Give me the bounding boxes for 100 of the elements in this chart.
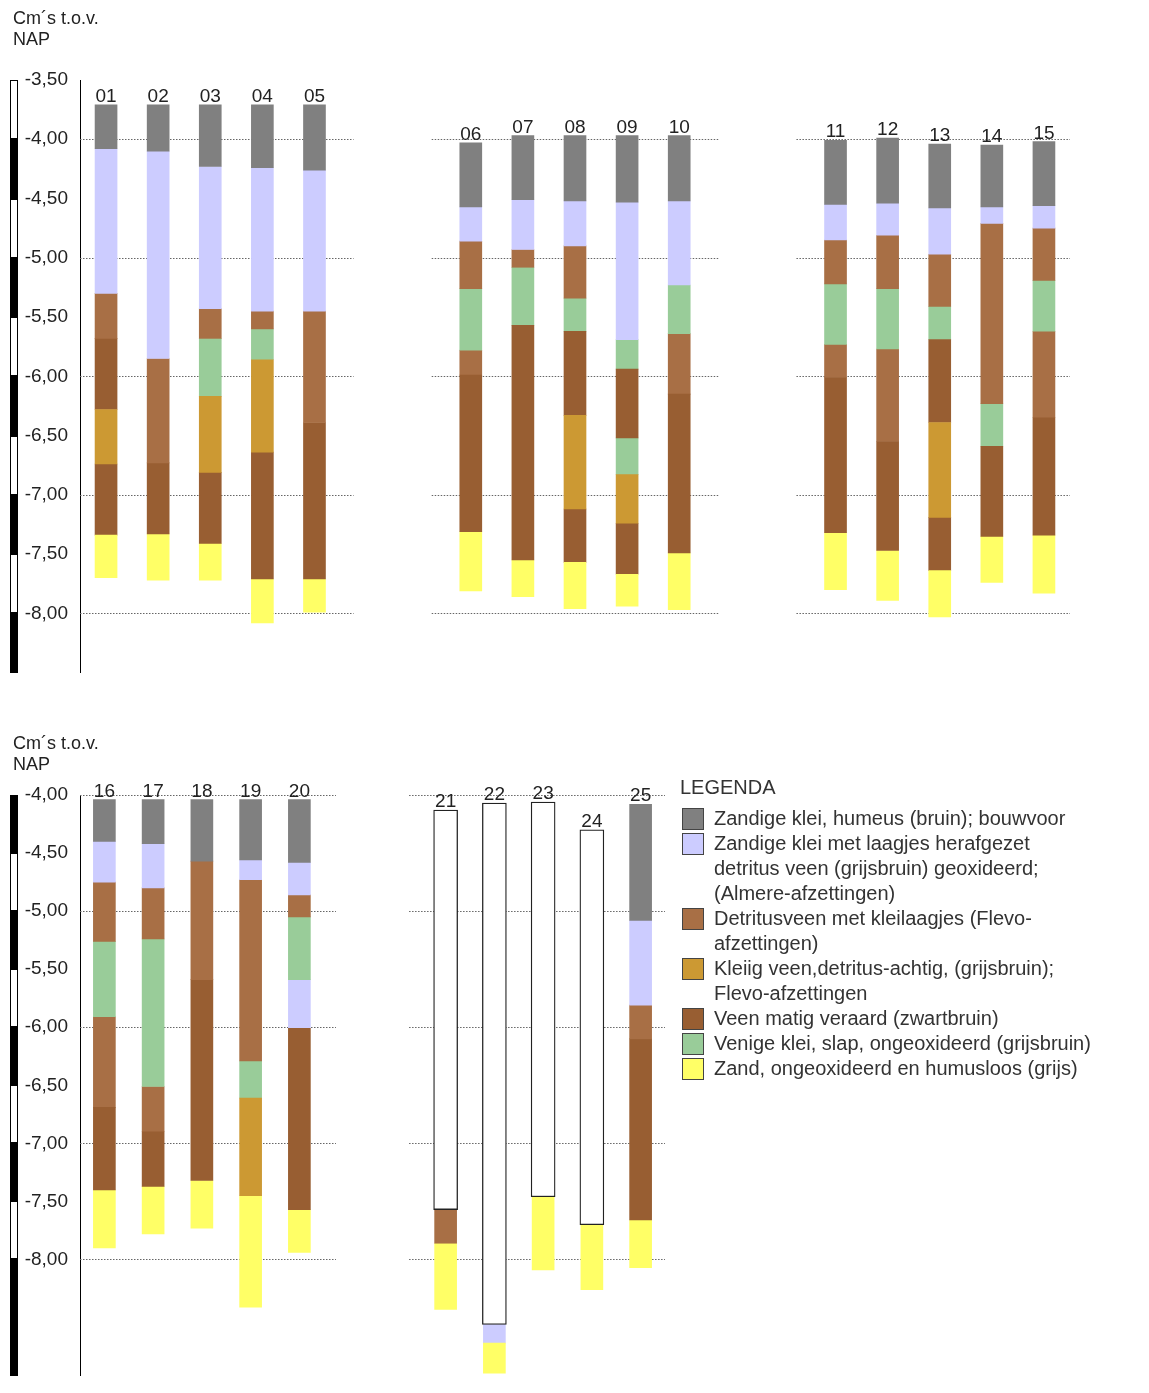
x-tick-label: 15 [1033, 121, 1055, 143]
bar [667, 333, 691, 395]
bar [928, 207, 952, 255]
bar [483, 1324, 506, 1344]
bar [288, 1028, 311, 1210]
bar [239, 859, 262, 881]
bar [459, 142, 483, 208]
x-tick-label: 11 [825, 120, 846, 142]
y-axis-title: Cm´s t.o.v. NAP [13, 8, 100, 50]
legend-label: Zand, ongeoxideerd en humusloos (grijs) [714, 1056, 1079, 1081]
bar [459, 531, 483, 592]
bar [198, 308, 222, 339]
x-tick-label: 07 [512, 115, 534, 137]
bar [876, 137, 899, 204]
bar [531, 1196, 555, 1271]
y-tick-label: -4,00 [24, 783, 68, 805]
bar [1032, 227, 1056, 281]
bar [141, 1185, 165, 1235]
y-tick-label: -6,00 [24, 364, 68, 386]
bar [511, 249, 535, 268]
y-tick-label: -3,50 [24, 68, 68, 90]
bar [824, 239, 847, 285]
x-tick-label: 09 [616, 115, 638, 137]
bar [288, 916, 311, 980]
x-tick-label: 19 [240, 779, 262, 801]
bar [980, 206, 1004, 224]
x-tick-label: 12 [877, 118, 899, 140]
bar [563, 135, 587, 202]
bar [980, 223, 1004, 404]
bar [251, 167, 274, 312]
bar [615, 573, 639, 607]
bar [615, 339, 639, 370]
bar [198, 396, 222, 473]
bar [667, 200, 691, 286]
x-tick-label: 20 [288, 779, 310, 801]
x-tick-label: 03 [199, 84, 221, 106]
bar [141, 1131, 165, 1187]
bar [303, 578, 326, 613]
bar [511, 199, 535, 250]
y-tick-label: -8,00 [24, 601, 68, 623]
bar [511, 325, 535, 561]
bar [198, 166, 222, 310]
bar [94, 338, 118, 410]
bar [563, 297, 587, 332]
bar [824, 204, 847, 241]
bar [980, 403, 1004, 447]
legend-label: Detritusveen met kleilaagjes (Flevo-afzettingen) [714, 906, 1033, 956]
bar [190, 860, 214, 980]
bar [629, 1004, 652, 1040]
x-tick-label: 01 [95, 84, 117, 106]
bar [94, 148, 118, 294]
bar [824, 283, 847, 345]
y-tick-label: -6,50 [24, 1073, 68, 1095]
x-tick-label: 13 [929, 124, 951, 145]
bar [141, 938, 165, 1087]
bar [928, 517, 952, 571]
bar [198, 471, 222, 544]
bar [1032, 330, 1056, 419]
bar [459, 349, 483, 376]
x-tick-label: 05 [303, 84, 326, 106]
bar [146, 533, 170, 581]
bar [511, 559, 535, 598]
x-tick-label: 06 [460, 122, 482, 144]
bar [93, 799, 116, 842]
y-tick-label: -4,50 [24, 841, 68, 863]
bar [141, 799, 165, 845]
bar [563, 330, 587, 416]
bar [190, 1180, 214, 1229]
bar [1032, 417, 1056, 536]
bar [980, 535, 1004, 583]
bar [288, 862, 311, 896]
bar [1032, 279, 1056, 332]
bar [667, 284, 691, 334]
bar [190, 979, 214, 1181]
bar [563, 415, 587, 510]
legend-label: Venige klei, slap, ongeoxideerd (grijsbruin) [714, 1031, 1092, 1056]
bar [251, 578, 274, 624]
x-tick-label: 24 [581, 809, 603, 831]
bar [824, 343, 847, 378]
legend-label: Veen matig veraard (zwartbruin) [714, 1006, 1000, 1031]
bar [146, 462, 170, 535]
bar [190, 799, 214, 862]
bar [824, 532, 847, 590]
bar [459, 206, 483, 242]
x-tick-label: 17 [142, 779, 164, 801]
bar [876, 234, 899, 289]
bar [615, 474, 639, 524]
y-tick-label: -5,00 [24, 899, 68, 921]
bar [303, 169, 326, 312]
bar [563, 508, 587, 563]
bar [667, 393, 691, 554]
bar [483, 1342, 506, 1374]
bar [239, 799, 262, 861]
bar [303, 310, 326, 423]
bar [629, 1038, 652, 1221]
bar [876, 550, 899, 601]
bar [615, 437, 639, 475]
bar [928, 306, 952, 340]
x-tick-label: 22 [483, 783, 505, 805]
bar [563, 200, 587, 247]
